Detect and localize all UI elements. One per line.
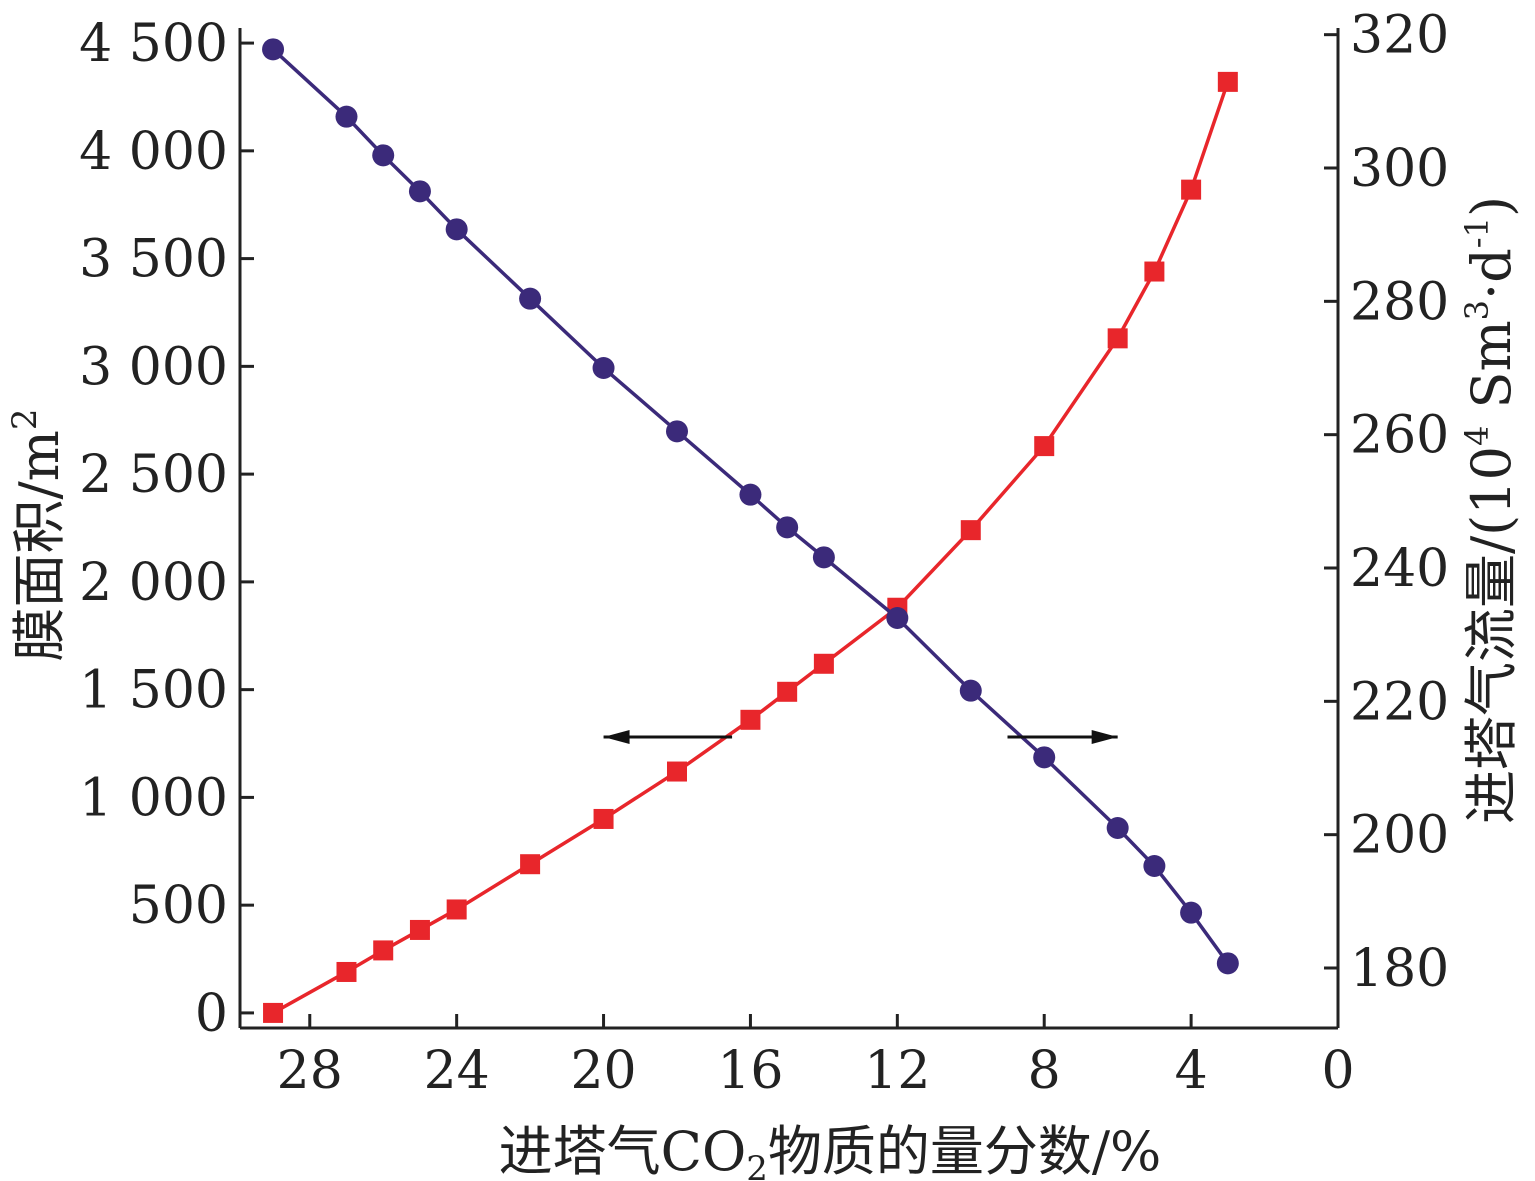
left-y-tick-label: 3 000 <box>79 337 228 397</box>
data-point-circle <box>1033 746 1056 769</box>
data-point-square <box>263 1002 284 1023</box>
left-y-axis-title: 膜面积/m2 <box>5 408 71 661</box>
series-group <box>262 38 1239 1023</box>
data-point-square <box>813 653 834 674</box>
data-point-square <box>593 808 614 829</box>
data-point-square <box>1181 179 1202 200</box>
right-y-tick-label: 320 <box>1350 6 1449 66</box>
left-y-tick-label: 2 500 <box>79 445 228 505</box>
data-point-circle <box>1143 855 1166 877</box>
data-point-circle <box>372 144 395 167</box>
x-axis-title: 进塔气CO2物质的量分数/% <box>499 1120 1162 1181</box>
right-y-tick-label: 260 <box>1350 406 1449 466</box>
data-point-circle <box>959 679 982 702</box>
right-y-tick-label: 280 <box>1350 272 1449 332</box>
data-point-circle <box>739 483 762 506</box>
data-point-square <box>336 961 357 982</box>
right-y-tick-label: 200 <box>1350 806 1449 866</box>
series-line-1 <box>272 81 1230 1015</box>
ticks-group: 28 24 20 16 12 8 4 0 0 500 1 000 1 500 2 000 2 500 3 0… <box>79 6 1449 1101</box>
data-point-square <box>1107 328 1128 349</box>
data-point-square <box>1034 436 1055 457</box>
left-y-tick-label: 1 500 <box>79 661 228 721</box>
left-y-tick-label: 3 500 <box>79 230 228 290</box>
left-y-tick-label: 4 500 <box>79 14 228 74</box>
data-point-circle <box>519 287 542 310</box>
data-point-square <box>1144 261 1165 282</box>
data-point-square <box>777 681 798 702</box>
right-y-tick-label: 240 <box>1350 539 1449 599</box>
data-point-circle <box>812 546 835 569</box>
axes-group <box>238 28 1340 1030</box>
data-point-circle <box>1216 952 1239 975</box>
right-y-tick-label: 220 <box>1350 672 1449 732</box>
axis-arrow-head-2 <box>1091 730 1118 745</box>
right-y-axis-title: 进塔气流量/(104 Sm3·d-1) <box>1458 196 1523 824</box>
data-point-circle <box>1106 817 1129 839</box>
x-tick-label: 28 <box>277 1041 343 1101</box>
x-tick-label: 20 <box>570 1041 636 1101</box>
data-point-circle <box>1180 901 1203 924</box>
data-point-square <box>520 854 541 875</box>
left-y-tick-label: 500 <box>129 876 228 936</box>
x-tick-label: 24 <box>424 1041 490 1101</box>
data-point-circle <box>592 357 615 379</box>
data-point-circle <box>445 218 468 241</box>
left-y-tick-label: 2 000 <box>79 553 228 613</box>
x-tick-label: 0 <box>1321 1041 1354 1101</box>
axis-arrow-head-1 <box>603 730 630 745</box>
data-point-circle <box>886 607 909 629</box>
data-point-circle <box>408 180 431 203</box>
data-point-circle <box>665 420 688 443</box>
left-y-tick-label: 4 000 <box>79 122 228 182</box>
data-point-circle <box>262 38 285 61</box>
left-y-tick-label: 0 <box>195 984 228 1044</box>
arrows-group <box>603 730 1118 745</box>
data-point-square <box>1217 71 1238 92</box>
x-tick-label: 12 <box>864 1041 930 1101</box>
data-point-square <box>666 761 687 782</box>
data-point-square <box>740 709 761 730</box>
data-point-square <box>373 940 394 961</box>
data-point-square <box>446 899 467 920</box>
x-tick-label: 8 <box>1028 1041 1061 1101</box>
data-point-square <box>409 919 430 940</box>
right-y-tick-label: 180 <box>1350 939 1449 999</box>
data-point-circle <box>335 105 358 128</box>
x-tick-label: 4 <box>1175 1041 1208 1101</box>
left-y-tick-label: 1 000 <box>79 768 228 828</box>
right-y-tick-label: 300 <box>1350 139 1449 199</box>
x-tick-label: 16 <box>717 1041 783 1101</box>
data-point-square <box>960 520 981 541</box>
data-point-circle <box>776 516 799 539</box>
